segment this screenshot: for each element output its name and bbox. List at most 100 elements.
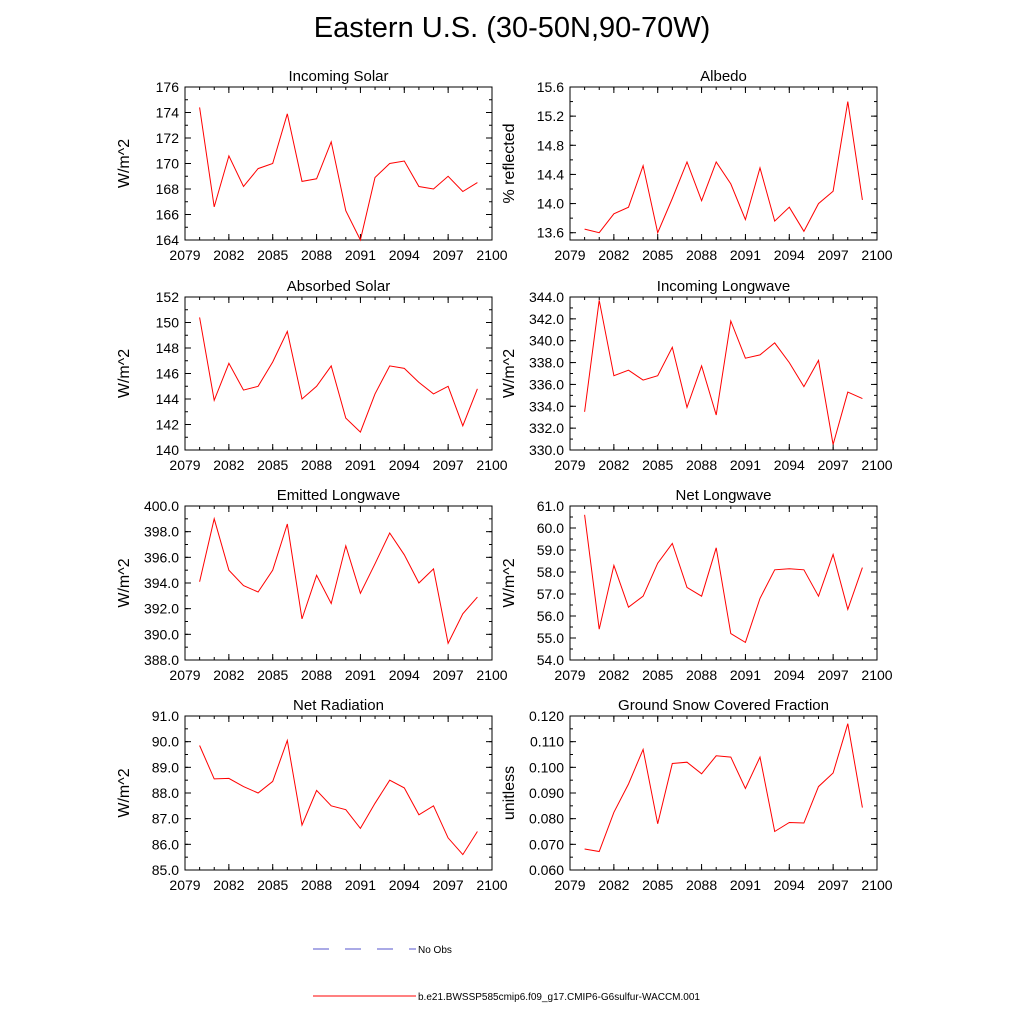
y-tick-label: 57.0 <box>537 586 564 602</box>
x-tick-label: 2097 <box>433 457 464 473</box>
y-tick-label: 144 <box>156 391 180 407</box>
y-tick-label: 174 <box>156 105 180 121</box>
main-title: Eastern U.S. (30-50N,90-70W) <box>313 12 711 44</box>
y-tick-label: 170 <box>156 156 180 172</box>
x-tick-label: 2082 <box>598 877 629 893</box>
y-tick-label: 61.0 <box>537 498 564 514</box>
x-tick-label: 2091 <box>345 247 376 263</box>
x-tick-label: 2100 <box>476 877 507 893</box>
y-axis-label: % reflected <box>501 123 518 203</box>
y-tick-label: 332.0 <box>529 420 564 436</box>
x-tick-label: 2097 <box>433 877 464 893</box>
y-tick-label: 396.0 <box>144 549 179 565</box>
x-tick-label: 2088 <box>301 667 332 683</box>
x-tick-label: 2094 <box>774 667 805 683</box>
x-tick-label: 2097 <box>433 667 464 683</box>
panel-7: Ground Snow Covered Fraction unitless 2079… <box>501 697 893 893</box>
x-tick-label: 2088 <box>686 457 717 473</box>
series-line-0 <box>584 300 863 445</box>
y-tick-label: 172 <box>156 130 180 146</box>
y-tick-label: 0.090 <box>529 785 564 801</box>
x-tick-label: 2100 <box>861 877 892 893</box>
x-tick-label: 2085 <box>642 877 673 893</box>
plot-frame <box>184 505 493 661</box>
y-tick-label: 59.0 <box>537 542 564 558</box>
x-tick-label: 2079 <box>554 877 585 893</box>
y-tick-label: 336.0 <box>529 376 564 392</box>
y-tick-label: 15.6 <box>537 79 564 95</box>
panel-title: Absorbed Solar <box>287 278 390 295</box>
x-tick-label: 2091 <box>345 877 376 893</box>
panel-3: Incoming Longwave W/m^2 2079 2082 2085 2088 20… <box>501 278 893 473</box>
x-tick-label: 2085 <box>257 667 288 683</box>
y-tick-label: 388.0 <box>144 652 179 668</box>
x-tick-label: 2094 <box>389 247 420 263</box>
x-tick-label: 2085 <box>257 877 288 893</box>
plot-frame <box>184 296 493 451</box>
series-line-0 <box>199 516 478 645</box>
x-tick-label: 2097 <box>818 877 849 893</box>
y-tick-label: 398.0 <box>144 524 179 540</box>
x-tick-label: 2091 <box>730 877 761 893</box>
y-tick-label: 14.0 <box>537 196 564 212</box>
y-tick-label: 142 <box>156 417 180 433</box>
x-tick-label: 2091 <box>730 667 761 683</box>
x-tick-label: 2079 <box>169 877 200 893</box>
x-tick-label: 2100 <box>861 457 892 473</box>
x-tick-label: 2082 <box>598 247 629 263</box>
x-tick-label: 2082 <box>213 247 244 263</box>
y-axis-label: W/m^2 <box>501 349 518 398</box>
y-tick-label: 60.0 <box>537 520 564 536</box>
y-tick-label: 0.080 <box>529 811 564 827</box>
panel-title: Net Longwave <box>676 487 772 504</box>
y-tick-label: 90.0 <box>152 734 179 750</box>
y-tick-label: 400.0 <box>144 498 179 514</box>
panel-title: Incoming Solar <box>288 68 388 85</box>
x-tick-label: 2097 <box>433 247 464 263</box>
x-tick-label: 2094 <box>389 877 420 893</box>
x-tick-label: 2082 <box>213 667 244 683</box>
legend: No Obs b.e21.BWSSP585cmip6.f09_g17.CMIP6… <box>313 945 700 1003</box>
x-tick-label: 2085 <box>257 247 288 263</box>
y-tick-label: 392.0 <box>144 601 179 617</box>
x-tick-label: 2100 <box>861 247 892 263</box>
plot-frame <box>569 715 878 871</box>
y-tick-label: 0.120 <box>529 708 564 724</box>
y-tick-label: 342.0 <box>529 311 564 327</box>
y-tick-label: 140 <box>156 442 180 458</box>
y-tick-label: 54.0 <box>537 652 564 668</box>
x-tick-label: 2100 <box>476 247 507 263</box>
y-tick-label: 148 <box>156 340 180 356</box>
y-axis-label: unitless <box>501 766 518 820</box>
x-tick-label: 2088 <box>686 667 717 683</box>
x-tick-label: 2094 <box>774 457 805 473</box>
y-tick-label: 150 <box>156 315 180 331</box>
y-tick-label: 86.0 <box>152 836 179 852</box>
panel-title: Incoming Longwave <box>657 278 790 295</box>
x-tick-label: 2091 <box>345 667 376 683</box>
x-tick-label: 2100 <box>861 667 892 683</box>
panel-1: Albedo % reflected 2079 2082 2085 2088 2091 209… <box>501 68 893 263</box>
y-tick-label: 176 <box>156 79 180 95</box>
y-tick-label: 55.0 <box>537 630 564 646</box>
y-tick-label: 58.0 <box>537 564 564 580</box>
y-tick-label: 330.0 <box>529 442 564 458</box>
y-tick-label: 14.8 <box>537 137 564 153</box>
x-tick-label: 2088 <box>301 457 332 473</box>
y-tick-label: 87.0 <box>152 811 179 827</box>
y-tick-label: 340.0 <box>529 333 564 349</box>
y-tick-label: 56.0 <box>537 608 564 624</box>
x-tick-label: 2094 <box>389 667 420 683</box>
x-tick-label: 2085 <box>642 457 673 473</box>
panel-0: Incoming Solar W/m^2 2079 2082 2085 2088 2091 2… <box>116 68 508 263</box>
y-tick-label: 394.0 <box>144 575 179 591</box>
series-line-0 <box>199 738 478 856</box>
x-tick-label: 2091 <box>345 457 376 473</box>
y-tick-label: 85.0 <box>152 862 179 878</box>
x-tick-label: 2082 <box>213 877 244 893</box>
y-tick-label: 0.100 <box>529 759 564 775</box>
x-tick-label: 2079 <box>554 667 585 683</box>
plot-frame <box>569 86 878 241</box>
legend-obs-label: No Obs <box>418 945 452 956</box>
plot-frame <box>569 296 878 451</box>
